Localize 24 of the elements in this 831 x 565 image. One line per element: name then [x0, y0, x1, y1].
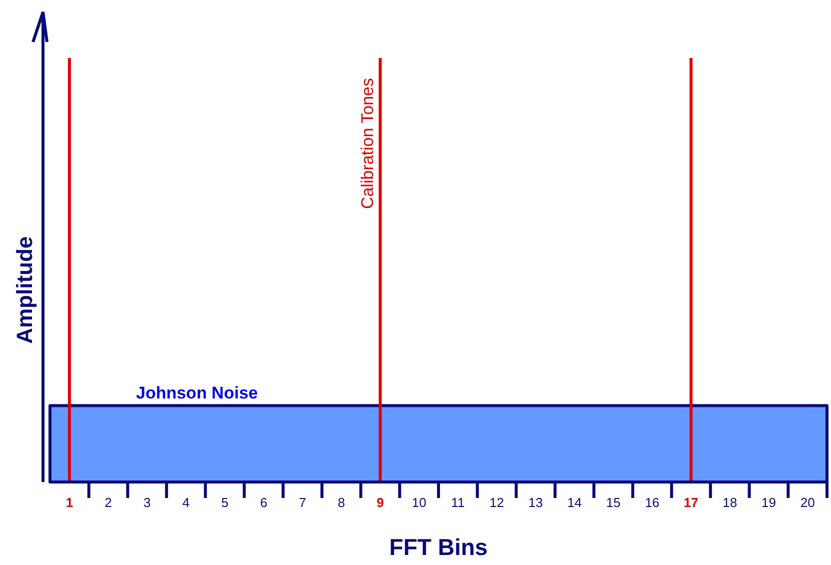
y-axis-title: Amplitude	[12, 236, 37, 344]
x-axis-title: FFT Bins	[389, 534, 488, 560]
x-tick-label: 16	[644, 495, 660, 510]
x-tick-label: 1	[66, 495, 74, 510]
text: Calibration Tones	[358, 78, 378, 210]
x-tick-label: 9	[376, 495, 384, 510]
x-tick-label: 5	[221, 495, 228, 510]
x-tick-label: 10	[412, 495, 426, 510]
x-tick-label: 7	[298, 495, 306, 510]
x-tick-label: 8	[338, 495, 345, 510]
x-tick-label: 2	[104, 495, 112, 510]
x-tick-label: 11	[451, 495, 465, 510]
x-tick-label: 12	[490, 495, 504, 510]
x-tick-label: 4	[182, 495, 190, 510]
x-tick-label: 15	[606, 495, 621, 510]
x-tick-label: 19	[761, 495, 776, 510]
x-tick-label: 6	[260, 495, 268, 510]
x-tick-label: 14	[567, 495, 582, 510]
x-tick-label: 20	[800, 495, 815, 510]
x-tick-label: 3	[144, 495, 151, 510]
x-tick-label: 17	[684, 495, 698, 510]
series-label: Johnson Noise	[136, 384, 258, 403]
x-tick-label: 13	[528, 495, 543, 510]
x-tick-label: 18	[722, 495, 738, 510]
